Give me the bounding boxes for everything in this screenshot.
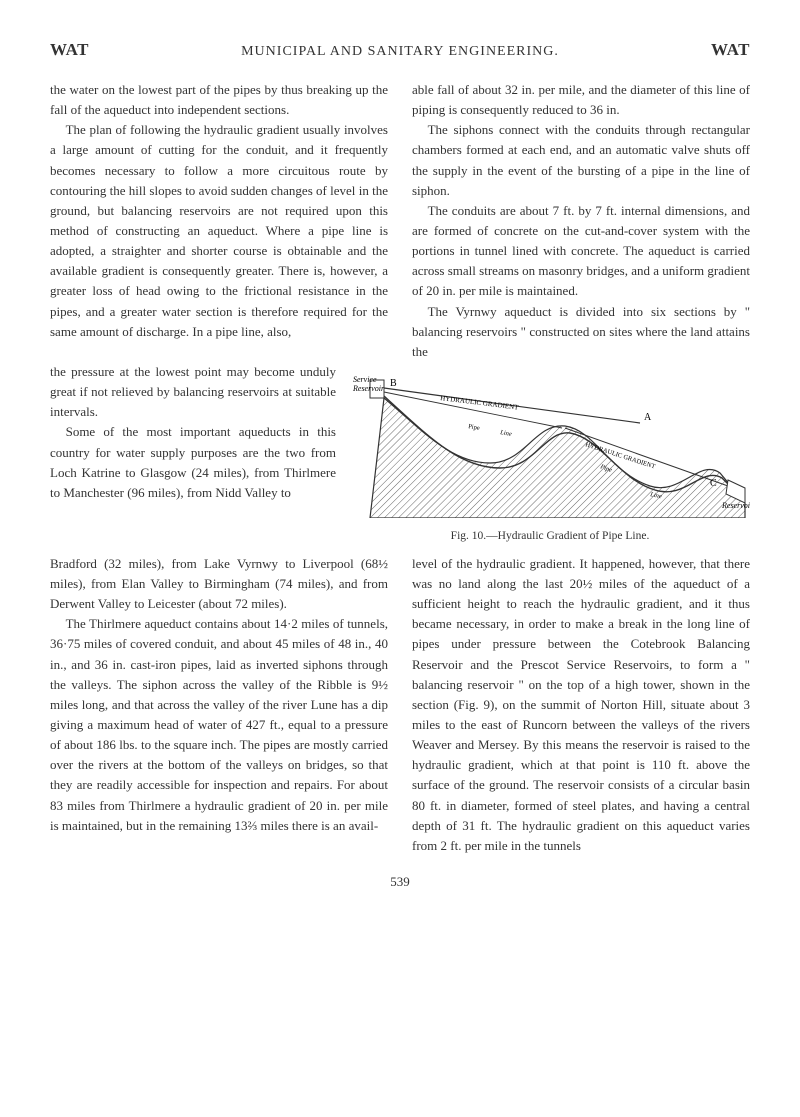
page-number: 539: [50, 874, 750, 890]
top-columns: the water on the lowest part of the pipe…: [50, 80, 750, 362]
header-center: MUNICIPAL AND SANITARY ENGINEERING.: [241, 44, 559, 60]
label-line1: Line: [499, 429, 513, 438]
header-left: WAT: [50, 40, 89, 60]
label-A: A: [644, 412, 652, 423]
paragraph: Bradford (32 miles), from Lake Vyrnwy to…: [50, 554, 388, 614]
label-C: C: [710, 478, 717, 489]
label-B: B: [390, 378, 397, 389]
label-reservoir-right: Reservoir: [721, 501, 750, 510]
label-hg-mid: Pipe: [468, 423, 481, 432]
label-reservoir-left: Reservoir: [352, 384, 385, 393]
figure-10: Service Reservoir B HYDRAULIC GRADIENT A…: [350, 368, 750, 546]
paragraph: The plan of following the hydraulic grad…: [50, 120, 388, 342]
figure-wrap-section: Service Reservoir B HYDRAULIC GRADIENT A…: [50, 362, 750, 554]
figure-caption: Fig. 10.—Hydraulic Gradient of Pipe Line…: [350, 528, 750, 546]
label-hg-upper: HYDRAULIC GRADIENT: [440, 394, 520, 412]
page-header: WAT MUNICIPAL AND SANITARY ENGINEERING. …: [50, 40, 750, 60]
paragraph: The siphons connect with the conduits th…: [412, 120, 750, 201]
header-right: WAT: [711, 40, 750, 60]
paragraph: able fall of about 32 in. per mile, and …: [412, 80, 750, 120]
paragraph: The conduits are about 7 ft. by 7 ft. in…: [412, 201, 750, 302]
paragraph: the water on the lowest part of the pipe…: [50, 80, 388, 120]
hydraulic-gradient-diagram: Service Reservoir B HYDRAULIC GRADIENT A…: [350, 368, 750, 518]
paragraph: The Vyrnwy aqueduct is divided into six …: [412, 302, 750, 362]
bottom-columns: Bradford (32 miles), from Lake Vyrnwy to…: [50, 554, 750, 856]
label-service: Service: [353, 375, 377, 384]
paragraph: level of the hydraulic gradient. It happ…: [412, 554, 750, 856]
paragraph: The Thirlmere aqueduct contains about 14…: [50, 614, 388, 836]
